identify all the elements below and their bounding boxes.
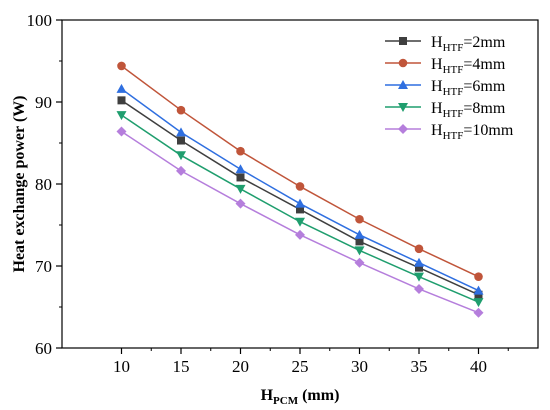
series-line [121,65,479,278]
data-point [296,205,304,214]
data-point [295,198,305,208]
data-point [474,290,483,299]
legend-label-main: H [431,122,443,139]
series-2mm [117,96,483,299]
data-point [295,229,305,240]
legend-item: HHTF=6mm [385,78,506,98]
data-point [355,214,364,224]
data-point [235,164,246,174]
data-point [295,217,305,227]
x-tick-label: 15 [173,357,190,376]
data-point [236,146,245,156]
data-point [415,263,423,272]
legend-label-main: H [431,56,443,73]
legend-marker [398,80,408,89]
y-axis-title: Heat exchange power (W) [11,96,28,273]
legend-item: HHTF=4mm [385,56,506,76]
data-point [414,244,424,254]
legend-label: HHTF=2mm [431,34,506,54]
legend-item: HHTF=2mm [385,34,506,54]
x-tick-label: 25 [292,357,309,376]
data-point [354,229,365,239]
legend-label-main: H [431,78,443,95]
legend-item: HHTF=10mm [385,122,514,142]
data-point [473,298,484,308]
data-point [473,307,484,318]
data-point [176,105,186,115]
series-10mm [116,126,484,318]
legend-label-main: H [431,34,443,51]
y-tick-label: 80 [35,175,52,194]
data-point [235,198,246,209]
series-8mm [116,111,484,308]
x-axis-title: HPCM (mm) [261,387,340,407]
legend-item: HHTF=8mm [385,100,506,120]
data-point [116,111,127,121]
series-4mm [117,61,483,281]
data-point [116,83,127,93]
legend-label-subscript: HTF [443,130,464,142]
series-6mm [116,83,484,295]
legend-label: HHTF=8mm [431,100,506,120]
data-point [355,237,364,246]
data-point [473,285,484,295]
data-point [235,184,246,194]
legend-marker [398,124,408,134]
data-point [117,96,126,105]
y-axis-ticks: 60 70 80 90 100 [27,11,62,358]
legend-label-value: =2mm [463,34,505,51]
legend-label-subscript: HTF [443,64,464,76]
x-axis-title-subscript: PCM [273,395,299,407]
legend-label: HHTF=6mm [431,78,506,98]
data-point [414,272,424,282]
x-axis-ticks: 10 15 20 25 30 35 40 [113,348,509,376]
data-point [116,126,127,137]
x-tick-label: 35 [411,357,428,376]
data-point [177,136,185,145]
data-point [236,173,245,182]
legend-label: HHTF=4mm [431,56,506,76]
chart-marks [116,61,484,318]
data-point [176,127,186,137]
legend-marker [399,37,407,45]
legend-label-subscript: HTF [443,108,464,120]
legend-label-main: H [431,100,443,117]
x-axis-title-main: H [261,387,274,404]
data-point [354,257,365,268]
legend-label-value: =10mm [463,122,513,139]
data-point [176,151,186,161]
data-point [354,246,365,256]
legend-label-subscript: HTF [443,42,464,54]
legend-label-value: =8mm [463,100,505,117]
data-point [414,257,424,267]
x-tick-label: 40 [470,357,487,376]
y-tick-label: 60 [35,339,52,358]
legend-marker [398,58,408,68]
legend-label-value: =6mm [463,78,505,95]
x-axis-title-unit: (mm) [298,387,339,404]
data-point [414,283,424,294]
data-point [176,165,186,176]
data-point [295,182,305,191]
data-point [474,272,483,281]
legend-label: HHTF=10mm [431,122,514,142]
legend: HHTF=2mmHHTF=4mmHHTF=6mmHHTF=8mmHHTF=10m… [385,34,514,142]
legend-label-subscript: HTF [443,86,464,98]
y-tick-label: 100 [27,11,53,30]
data-point [117,61,126,71]
legend-label-value: =4mm [463,56,505,73]
y-tick-label: 90 [35,93,52,112]
x-tick-label: 20 [232,357,249,376]
x-tick-label: 10 [113,357,130,376]
legend-marker [398,103,408,112]
y-tick-label: 70 [35,257,52,276]
x-tick-label: 30 [351,357,368,376]
